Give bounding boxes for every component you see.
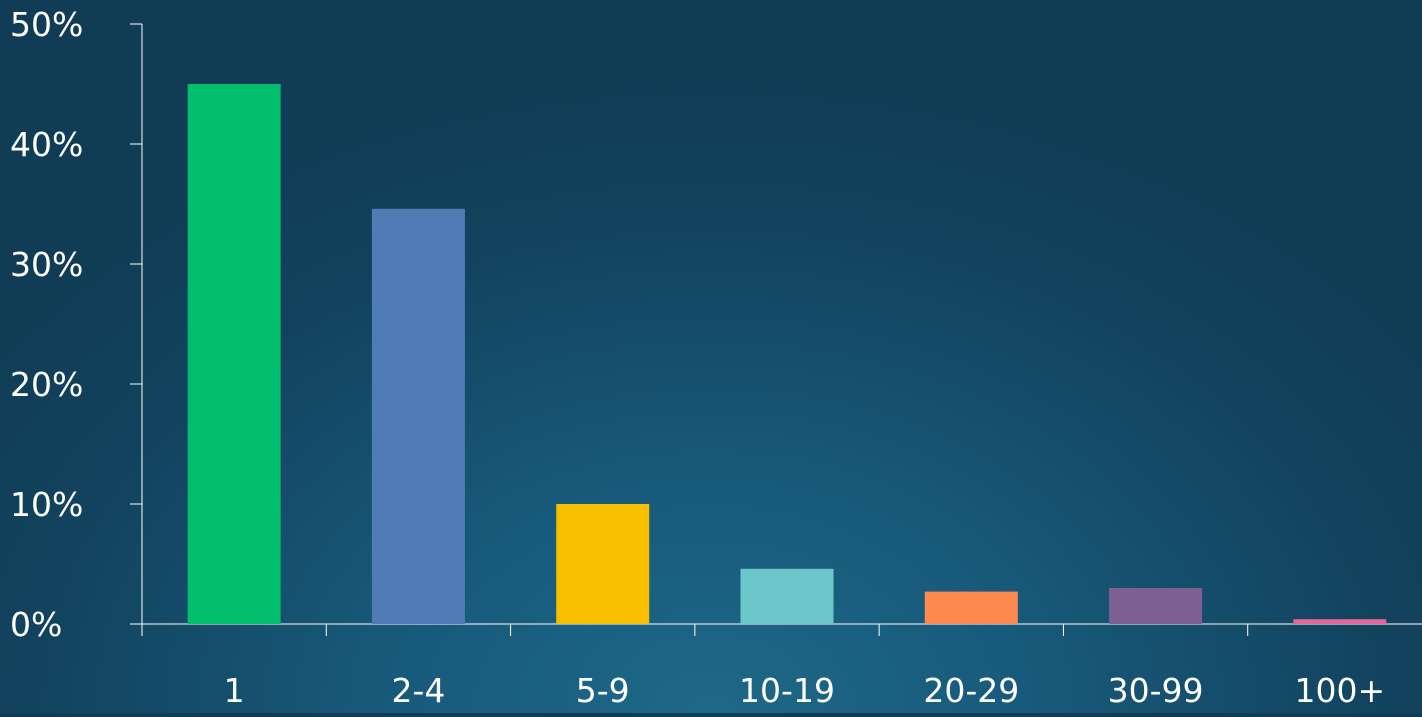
x-tick-label: 30-99	[1108, 671, 1204, 710]
bar	[1109, 588, 1203, 624]
y-tick-label: 50%	[10, 5, 83, 44]
bar	[924, 591, 1018, 624]
x-tick-label: 10-19	[739, 671, 835, 710]
x-tick-label: 5-9	[576, 671, 630, 710]
y-tick-label: 0%	[10, 605, 62, 644]
y-tick-label: 10%	[10, 485, 83, 524]
bar	[1293, 619, 1387, 624]
x-tick-label: 2-4	[391, 671, 445, 710]
y-tick-label: 40%	[10, 125, 83, 164]
y-axis: 0% 10% 20% 30% 40% 50%	[10, 5, 143, 644]
y-tick-label: 20%	[10, 365, 83, 404]
bar	[187, 84, 281, 624]
x-tick-label: 1	[224, 671, 245, 710]
bar	[371, 208, 465, 625]
bar	[556, 504, 650, 624]
bars	[187, 84, 1387, 625]
y-tick-label: 30%	[10, 245, 83, 284]
x-tick-label: 100+	[1295, 671, 1386, 710]
x-tick-label: 20-29	[923, 671, 1019, 710]
bar	[740, 568, 834, 624]
x-axis: 1 2-4 5-9 10-19 20-29 30-99 100+	[141, 623, 1422, 710]
